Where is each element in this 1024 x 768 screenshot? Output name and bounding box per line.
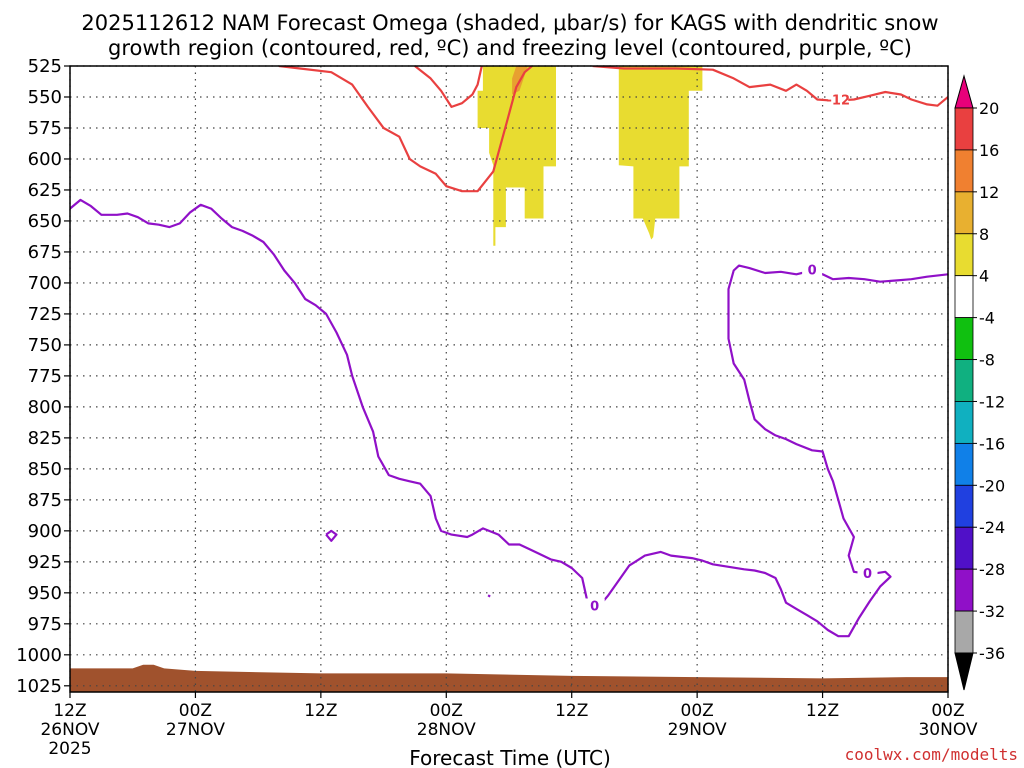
contour-label: 0 (808, 264, 817, 279)
colorbar-label: -8 (979, 351, 995, 370)
colorbar-label: -20 (979, 476, 1005, 495)
colorbar-label: 12 (979, 183, 999, 202)
x-tick-label: 27NOV (166, 720, 225, 740)
x-tick-label: 30NOV (918, 720, 977, 740)
colorbar-label: 20 (979, 99, 999, 118)
omega-shading (477, 66, 703, 246)
y-tick-label: 575 (28, 118, 62, 139)
colorbar-segment (954, 149, 974, 193)
colorbar-top-arrow (954, 74, 974, 109)
y-tick-label: 900 (28, 521, 62, 542)
red-contour-mid (414, 66, 483, 108)
red-contour-left (278, 66, 533, 193)
colorbar-segment (954, 317, 974, 360)
y-tick-label: 850 (28, 459, 62, 480)
y-tick-label: 875 (28, 490, 62, 511)
x-tick-label: 12Z (304, 701, 337, 721)
y-tick-label: 750 (28, 335, 62, 356)
contour-label: 0 (863, 567, 872, 582)
colorbar-segment (954, 401, 974, 444)
colorbar-segment (954, 107, 974, 151)
contour-label-bg (857, 566, 878, 581)
colorbar-label: -28 (979, 560, 1005, 579)
yellow-area-left (477, 66, 556, 246)
colorbar-segment (954, 484, 974, 528)
colorbar-segment (954, 568, 974, 612)
yellow-area-right (618, 66, 703, 240)
contour-label-bg (828, 92, 849, 107)
x-tick-label: 26NOV (40, 720, 99, 740)
x-tick-label: 00Z (179, 701, 212, 721)
x-tick-label: 29NOV (668, 720, 727, 740)
colorbar-label: -12 (979, 392, 1005, 411)
y-tick-label: 825 (28, 428, 62, 449)
x-tick-label: 28NOV (417, 720, 476, 740)
colorbar-segment (954, 442, 974, 486)
x-tick-label: 12Z (806, 701, 839, 721)
x-tick-label: 00Z (430, 701, 463, 721)
y-tick-label: 625 (28, 180, 62, 201)
y-tick-label: 925 (28, 552, 62, 573)
x-tick-label: 12Z (555, 701, 588, 721)
colorbar-segment (954, 359, 974, 402)
x-tick-label: 00Z (931, 701, 964, 721)
y-tick-label: 1000 (16, 645, 62, 666)
colorbar-segment (954, 526, 974, 570)
colorbar-segment (954, 191, 974, 235)
purple-small-mark-2 (487, 594, 491, 598)
colorbar-label: 8 (979, 225, 989, 244)
contour-label: -12 (827, 94, 851, 109)
y-tick-label: 600 (28, 149, 62, 170)
x-axis-label: Forecast Time (UTC) (409, 746, 611, 768)
y-tick-label: 525 (28, 56, 62, 77)
y-tick-label: 725 (28, 304, 62, 325)
colorbar-label: 16 (979, 141, 999, 160)
x-tick-label: 12Z (53, 701, 86, 721)
x-tick-label: 00Z (681, 701, 714, 721)
contour-labels: -12 0 0 0 (584, 92, 878, 614)
chart-title-line1: 2025112612 NAM Forecast Omega (shaded, μ… (81, 11, 938, 35)
purple-small-loop-1 (325, 529, 338, 542)
colorbar-segment (954, 610, 974, 654)
y-tick-label: 950 (28, 583, 62, 604)
contour-label-bg (584, 598, 605, 613)
y-tick-label: 775 (28, 366, 62, 387)
ground-area (70, 664, 948, 692)
y-tick-label: 550 (28, 87, 62, 108)
y-tick-label: 650 (28, 211, 62, 232)
chart-title-line2: growth region (contoured, red, ºC) and f… (108, 36, 912, 60)
colorbar-label: 4 (979, 267, 989, 286)
colorbar-segment (954, 233, 974, 277)
colorbar-label: -24 (979, 518, 1005, 537)
credit-text: coolwx.com/modelts (845, 745, 1018, 764)
plot-frame (69, 65, 949, 693)
colorbar: 20 16 12 8 4 -4 -8 -12 -16 -20 -24 -28 -32 -36 (954, 74, 1005, 691)
y-tick-label: 975 (28, 614, 62, 635)
y-tick-label: 800 (28, 397, 62, 418)
colorbar-label: -36 (979, 644, 1005, 663)
colorbar-label: -4 (979, 309, 995, 328)
red-contour-right (592, 66, 948, 107)
x-tick-label: 2025 (48, 739, 91, 759)
colorbar-bottom-arrow (954, 652, 974, 691)
colorbar-segment (954, 275, 974, 319)
y-tick-label: 1025 (16, 676, 62, 697)
contour-lines (70, 66, 948, 638)
colorbar-label: -16 (979, 434, 1005, 453)
contour-label-bg (802, 262, 823, 277)
y-axis-ticks: 525 550 575 600 625 650 675 700 725 750 775 800 825 8… (16, 56, 70, 697)
ground-fill (70, 664, 948, 692)
colorbar-label: -32 (979, 602, 1005, 621)
purple-contour-main (70, 198, 948, 638)
y-tick-label: 675 (28, 242, 62, 263)
contour-label: 0 (590, 599, 599, 614)
y-tick-label: 700 (28, 273, 62, 294)
